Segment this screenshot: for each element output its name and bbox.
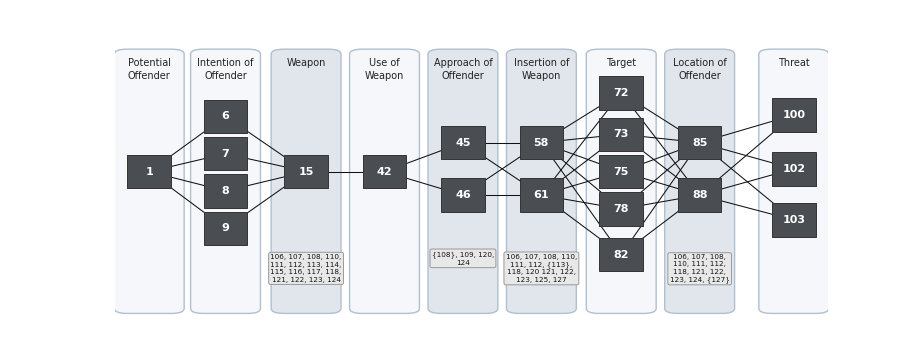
- Text: 82: 82: [613, 250, 629, 260]
- Text: Approach of
Offender: Approach of Offender: [433, 58, 492, 81]
- Text: 88: 88: [691, 190, 707, 200]
- FancyBboxPatch shape: [519, 126, 562, 159]
- Text: 9: 9: [221, 223, 229, 233]
- Text: 7: 7: [221, 149, 229, 159]
- FancyBboxPatch shape: [203, 174, 247, 208]
- FancyBboxPatch shape: [284, 155, 327, 188]
- FancyBboxPatch shape: [505, 49, 575, 313]
- FancyBboxPatch shape: [599, 155, 642, 188]
- FancyBboxPatch shape: [349, 49, 419, 313]
- FancyBboxPatch shape: [190, 49, 260, 313]
- Text: 75: 75: [613, 167, 629, 177]
- Text: 73: 73: [613, 129, 629, 139]
- FancyBboxPatch shape: [599, 118, 642, 151]
- Text: 1: 1: [145, 167, 153, 177]
- Text: 85: 85: [691, 137, 707, 148]
- FancyBboxPatch shape: [519, 178, 562, 212]
- Text: {108}, 109, 120,
124: {108}, 109, 120, 124: [431, 252, 494, 266]
- Text: 106, 107, 108,
110, 111, 112,
118, 121, 122,
123, 124, {127}: 106, 107, 108, 110, 111, 112, 118, 121, …: [669, 254, 729, 283]
- Text: 106, 107, 108, 110,
111, 112, 113, 114,
115, 116, 117, 118,
121, 122, 123, 124: 106, 107, 108, 110, 111, 112, 113, 114, …: [270, 254, 341, 283]
- FancyBboxPatch shape: [441, 126, 484, 159]
- Text: 42: 42: [376, 167, 391, 177]
- FancyBboxPatch shape: [203, 211, 247, 245]
- FancyBboxPatch shape: [441, 178, 484, 212]
- Text: Target: Target: [606, 58, 636, 68]
- Text: 61: 61: [533, 190, 549, 200]
- Text: 15: 15: [298, 167, 313, 177]
- Text: Intention of
Offender: Intention of Offender: [197, 58, 254, 81]
- Text: Insertion of
Weapon: Insertion of Weapon: [513, 58, 569, 81]
- FancyBboxPatch shape: [771, 203, 814, 237]
- FancyBboxPatch shape: [664, 49, 733, 313]
- Text: Weapon: Weapon: [286, 58, 325, 68]
- FancyBboxPatch shape: [585, 49, 655, 313]
- Text: 8: 8: [221, 186, 229, 196]
- Text: 6: 6: [221, 111, 229, 121]
- Text: Location of
Offender: Location of Offender: [672, 58, 726, 81]
- Text: 106, 107, 108, 110,
111, 112, {113},
118, 120 121, 122,
123, 125, 127: 106, 107, 108, 110, 111, 112, {113}, 118…: [505, 254, 576, 283]
- FancyBboxPatch shape: [599, 192, 642, 226]
- FancyBboxPatch shape: [203, 99, 247, 133]
- Text: 58: 58: [533, 137, 549, 148]
- Text: 72: 72: [613, 88, 629, 98]
- FancyBboxPatch shape: [362, 155, 406, 188]
- Text: Use of
Weapon: Use of Weapon: [365, 58, 403, 81]
- Text: 103: 103: [781, 215, 804, 225]
- FancyBboxPatch shape: [128, 155, 171, 188]
- FancyBboxPatch shape: [427, 49, 497, 313]
- Text: 46: 46: [455, 190, 471, 200]
- FancyBboxPatch shape: [771, 98, 814, 132]
- FancyBboxPatch shape: [677, 126, 720, 159]
- Text: Threat: Threat: [777, 58, 809, 68]
- FancyBboxPatch shape: [599, 76, 642, 109]
- Text: Potential
Offender: Potential Offender: [128, 58, 171, 81]
- Text: 100: 100: [781, 110, 804, 120]
- FancyBboxPatch shape: [271, 49, 341, 313]
- FancyBboxPatch shape: [599, 238, 642, 271]
- FancyBboxPatch shape: [203, 137, 247, 171]
- FancyBboxPatch shape: [114, 49, 184, 313]
- Text: 102: 102: [781, 164, 804, 174]
- Text: 78: 78: [613, 204, 629, 214]
- FancyBboxPatch shape: [758, 49, 828, 313]
- FancyBboxPatch shape: [771, 152, 814, 186]
- Text: 45: 45: [455, 137, 471, 148]
- FancyBboxPatch shape: [677, 178, 720, 212]
